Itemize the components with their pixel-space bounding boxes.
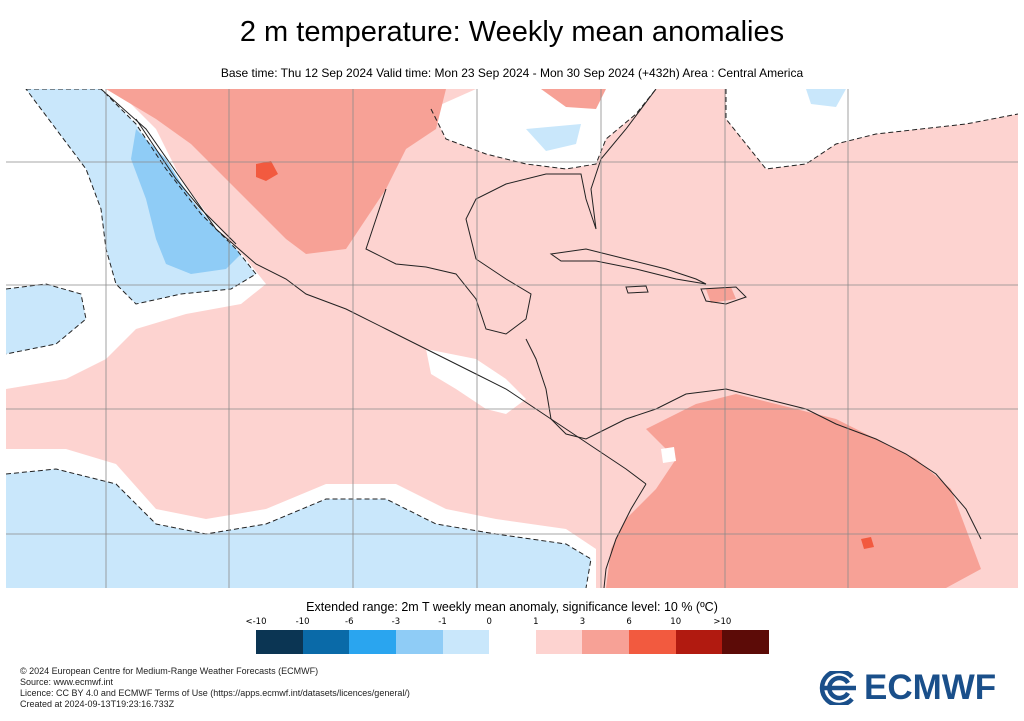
significance-contour-southwest: [6, 468, 592, 588]
legend-swatch: [489, 630, 536, 654]
legend-swatch: [629, 630, 676, 654]
legend-ticks: <-10 -10 -6 -3 -1 0 1 3 6 10 >10: [0, 617, 1024, 629]
legend-tick-label: 6: [626, 617, 632, 627]
legend-swatch: [349, 630, 396, 654]
legend-tick-label: 10: [670, 617, 682, 627]
coastline-hispaniola: [700, 286, 747, 305]
footer-source: Source: www.ecmwf.int: [20, 677, 114, 687]
chart-subtitle: Base time: Thu 12 Sep 2024 Valid time: M…: [220, 66, 804, 80]
legend-title: Extended range: 2m T weekly mean anomaly…: [306, 600, 718, 614]
ecmwf-logo-text: ECMWF: [864, 668, 997, 707]
legend-tick-label: 1: [533, 617, 539, 627]
coastline-gulf: [365, 89, 657, 335]
legend-tick-label: 3: [579, 617, 586, 627]
legend-tick-label: -10: [295, 617, 310, 627]
legend-tick-label: >10: [713, 617, 732, 627]
legend-tick-label: -1: [438, 617, 447, 627]
significance-contour-west: [25, 89, 257, 305]
chart-title: 2 m temperature: Weekly mean anomalies: [239, 16, 785, 48]
coastline-cuba: [549, 248, 707, 285]
legend-swatch: [722, 630, 770, 654]
legend-tick-label: <-10: [245, 617, 267, 627]
legend-tick-label: -3: [391, 617, 401, 627]
warm-land-hispaniola: [706, 287, 736, 303]
legend-swatch: [582, 630, 630, 654]
hot-spot-mexico: [256, 161, 278, 181]
legend-swatch: [256, 630, 303, 654]
coastline-south-america-pacific: [603, 483, 647, 588]
significance-contour-north: [430, 89, 657, 170]
legend-tick-label: -6: [345, 617, 354, 627]
cool-zone-southwest: [6, 469, 591, 588]
coastline-central-america-caribbean: [525, 338, 982, 540]
legend-colorbar: [256, 630, 770, 654]
footer-licence: Licence: CC BY 4.0 and ECMWF Terms of Us…: [20, 688, 410, 698]
footer-copyright: © 2024 European Centre for Medium-Range …: [20, 666, 319, 676]
legend-swatch: [675, 630, 723, 654]
neutral-zone-central-america: [426, 349, 526, 414]
coastline-mexico-pacific: [100, 89, 647, 485]
ecmwf-logo-icon: [819, 671, 856, 705]
footer-created: Created at 2024-09-13T19:23:16.733Z: [20, 699, 175, 709]
significance-contour-northeast: [725, 89, 1018, 170]
anomaly-map: [6, 89, 1018, 588]
footer: © 2024 European Centre for Medium-Range …: [20, 666, 410, 710]
hot-spot-south-america: [861, 537, 874, 549]
legend-swatch: [395, 630, 443, 654]
legend-swatch: [302, 630, 350, 654]
cold-zone-baja: [131, 129, 241, 274]
coastline-baja: [135, 118, 237, 245]
neutral-zone-northeast: [726, 89, 1018, 169]
cool-zone-north: [526, 124, 581, 151]
legend-swatch: [442, 630, 490, 654]
warm-land-florida-north: [541, 89, 606, 109]
legend-tick-label: 0: [486, 617, 492, 627]
coastline-jamaica: [625, 285, 649, 294]
warm-land-south-america: [606, 394, 981, 588]
neutral-zone-lake: [661, 447, 676, 463]
cool-zone-far-west: [6, 284, 86, 354]
legend-swatch: [535, 630, 583, 654]
ecmwf-logo: ECMWF: [812, 668, 996, 708]
cool-zone-northeast: [806, 89, 846, 107]
